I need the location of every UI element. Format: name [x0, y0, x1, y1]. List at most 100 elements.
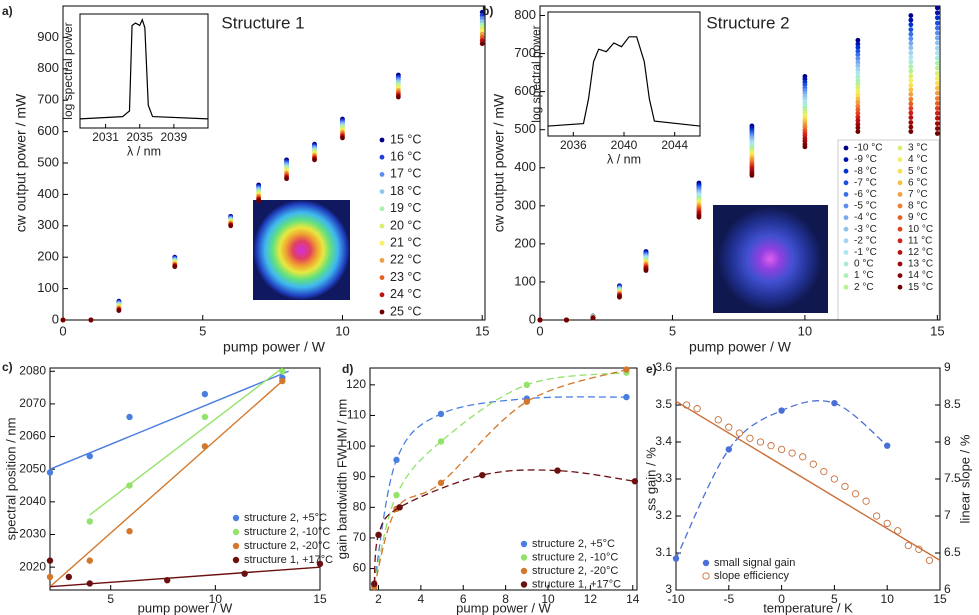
- legend-label: structure 2, -10°C: [532, 551, 618, 563]
- data-point: [126, 413, 133, 421]
- x-axis-label: pump power / W: [456, 600, 551, 615]
- data-point: [746, 434, 754, 442]
- y-tick-label: 3.3: [655, 471, 672, 485]
- legend-label: 0 °C: [854, 259, 874, 270]
- y2-tick-label: 9: [944, 360, 951, 374]
- legend-label: 24 °C: [390, 287, 421, 301]
- data-point: [855, 81, 861, 87]
- data-point: [855, 74, 861, 80]
- x-tick-label: 0: [536, 323, 543, 338]
- inset-x-tick-label: 2036: [560, 138, 587, 152]
- data-point: [855, 114, 861, 120]
- x-tick-label: 5: [199, 323, 206, 338]
- legend-marker: [379, 292, 385, 298]
- data-point: [201, 390, 209, 398]
- legend-label: -7 °C: [854, 177, 877, 188]
- plot-frame: [539, 5, 941, 321]
- data-point: [725, 446, 732, 453]
- data-point: [908, 17, 914, 23]
- legend-marker: [897, 284, 903, 290]
- inset-x-tick-label: 2035: [126, 130, 153, 144]
- data-point: [479, 471, 486, 479]
- data-point: [396, 504, 403, 511]
- data-point: [46, 573, 54, 581]
- panel-label: c): [2, 360, 13, 374]
- y-tick-label: 3.4: [655, 434, 672, 448]
- x-tick-label: 15: [313, 592, 327, 606]
- data-point: [908, 120, 914, 125]
- data-point: [778, 407, 785, 414]
- legend-marker: [379, 206, 385, 212]
- inset-x-tick-label: 2039: [161, 130, 188, 144]
- data-point: [855, 129, 861, 135]
- legend-label: 20 °C: [390, 218, 421, 232]
- data-point: [884, 442, 891, 449]
- data-point: [908, 110, 914, 116]
- data-point: [855, 121, 861, 127]
- x-tick-label: -5: [723, 592, 734, 606]
- legend-marker: [379, 240, 385, 246]
- inset-frame: [79, 13, 209, 129]
- legend-marker: [379, 309, 385, 315]
- data-point: [908, 45, 914, 51]
- data-point: [934, 75, 940, 81]
- trend-line: [373, 371, 627, 585]
- legend-label: slope efficiency: [714, 570, 790, 582]
- data-point: [855, 96, 861, 102]
- legend-label: -2 °C: [854, 235, 877, 246]
- data-point: [279, 377, 286, 385]
- y-tick-label: 100: [514, 273, 536, 288]
- data-point: [908, 124, 914, 130]
- x-tick-label: 5: [831, 592, 838, 606]
- legend-label: 1 °C: [854, 270, 874, 281]
- y-tick-label: 0: [52, 311, 59, 326]
- inset-x-tick-label: 2044: [661, 138, 688, 152]
- data-point: [86, 557, 93, 564]
- legend-marker: [897, 168, 903, 174]
- data-point: [855, 48, 861, 54]
- legend-label: 17 °C: [390, 167, 421, 181]
- spectrum-line: [79, 18, 209, 120]
- y-tick-label: 700: [514, 45, 536, 60]
- x-tick-label: 15: [475, 323, 489, 338]
- data-point: [86, 452, 93, 460]
- data-point: [201, 443, 209, 450]
- data-point: [767, 442, 775, 450]
- x-tick-label: -10: [667, 592, 685, 606]
- y-tick-label: 500: [514, 121, 536, 136]
- data-point: [855, 125, 861, 131]
- data-point: [908, 50, 914, 56]
- data-point: [855, 70, 861, 76]
- data-point: [340, 135, 345, 141]
- panel-label: e): [646, 362, 657, 376]
- x-axis-label: pump power / W: [138, 600, 233, 615]
- data-point: [851, 490, 860, 498]
- data-point: [908, 13, 914, 18]
- data-point: [590, 315, 596, 321]
- data-point: [284, 176, 289, 182]
- data-point: [908, 68, 914, 74]
- y-tick-label: 300: [37, 217, 59, 232]
- data-point: [88, 317, 94, 323]
- data-point: [934, 20, 940, 26]
- legend-marker: [379, 223, 385, 229]
- data-point: [934, 5, 940, 11]
- data-point: [915, 545, 923, 553]
- data-point: [908, 22, 914, 28]
- data-point: [60, 317, 66, 323]
- legend-label: 14 °C: [908, 270, 933, 281]
- legend-label: 6 °C: [908, 177, 928, 188]
- data-point: [855, 88, 861, 94]
- y-tick-label: 600: [37, 123, 59, 138]
- legend-marker: [897, 261, 903, 267]
- legend-label: 3 °C: [908, 143, 928, 154]
- data-point: [164, 577, 171, 584]
- x-tick-label: 15: [930, 323, 944, 338]
- data-point: [393, 491, 400, 499]
- legend-label: -3 °C: [854, 224, 877, 235]
- data-point: [116, 308, 122, 313]
- y-tick-label: 800: [514, 7, 536, 22]
- data-point: [623, 366, 630, 373]
- legend-marker: [897, 215, 903, 221]
